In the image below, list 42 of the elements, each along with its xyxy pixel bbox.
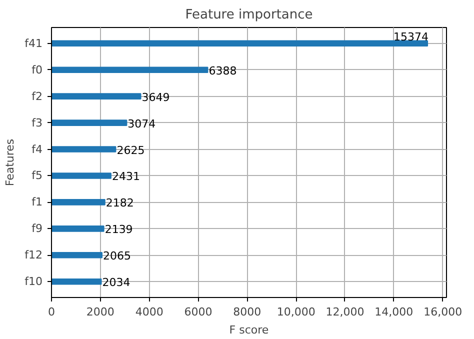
y-tick-label: f41	[24, 36, 43, 50]
x-tick-label: 2000	[86, 306, 114, 318]
data-label: 2431	[112, 170, 140, 184]
y-tick-label: f0	[32, 63, 43, 76]
data-label: 2065	[103, 250, 132, 263]
y-tick-label: f4	[32, 142, 43, 156]
x-tick-label: 4000	[135, 306, 164, 318]
x-axis-title: F score	[229, 324, 269, 336]
data-label: 2139	[104, 223, 133, 236]
x-tick-label: 6000	[184, 306, 212, 318]
bar	[52, 120, 128, 126]
bar	[52, 199, 106, 206]
y-tick-label: f10	[24, 275, 43, 288]
x-tick-label: 8000	[233, 306, 262, 318]
x-tick-label: 14,000	[374, 306, 414, 318]
bar	[52, 226, 104, 232]
data-label: 6388	[208, 64, 237, 78]
y-tick-label: f12	[24, 248, 43, 262]
x-tick-label: 0	[48, 306, 55, 318]
data-label: 2034	[102, 276, 130, 290]
bar	[52, 172, 112, 179]
y-tick-label: f9	[32, 222, 43, 236]
y-tick-label: f2	[32, 90, 43, 103]
data-label: 2625	[116, 144, 145, 157]
data-label: 3074	[128, 117, 156, 130]
data-label: 3649	[142, 90, 170, 104]
y-tick-label: f1	[32, 196, 43, 209]
bar	[52, 252, 103, 258]
bar	[52, 146, 116, 152]
x-tick-label: 12,000	[326, 306, 364, 318]
x-tick-label: 10,000	[276, 306, 316, 318]
chart-title: Feature importance	[185, 8, 313, 22]
bar	[52, 278, 102, 285]
y-tick-label: f3	[32, 116, 43, 130]
data-label: 15374	[394, 30, 429, 44]
bar	[52, 66, 208, 73]
y-tick-label: f5	[32, 169, 43, 182]
y-axis-title: Features	[4, 138, 17, 186]
data-label: 2182	[106, 196, 134, 210]
bar	[52, 93, 142, 100]
x-tick-label: 16,000	[424, 306, 462, 318]
bar	[52, 40, 428, 47]
